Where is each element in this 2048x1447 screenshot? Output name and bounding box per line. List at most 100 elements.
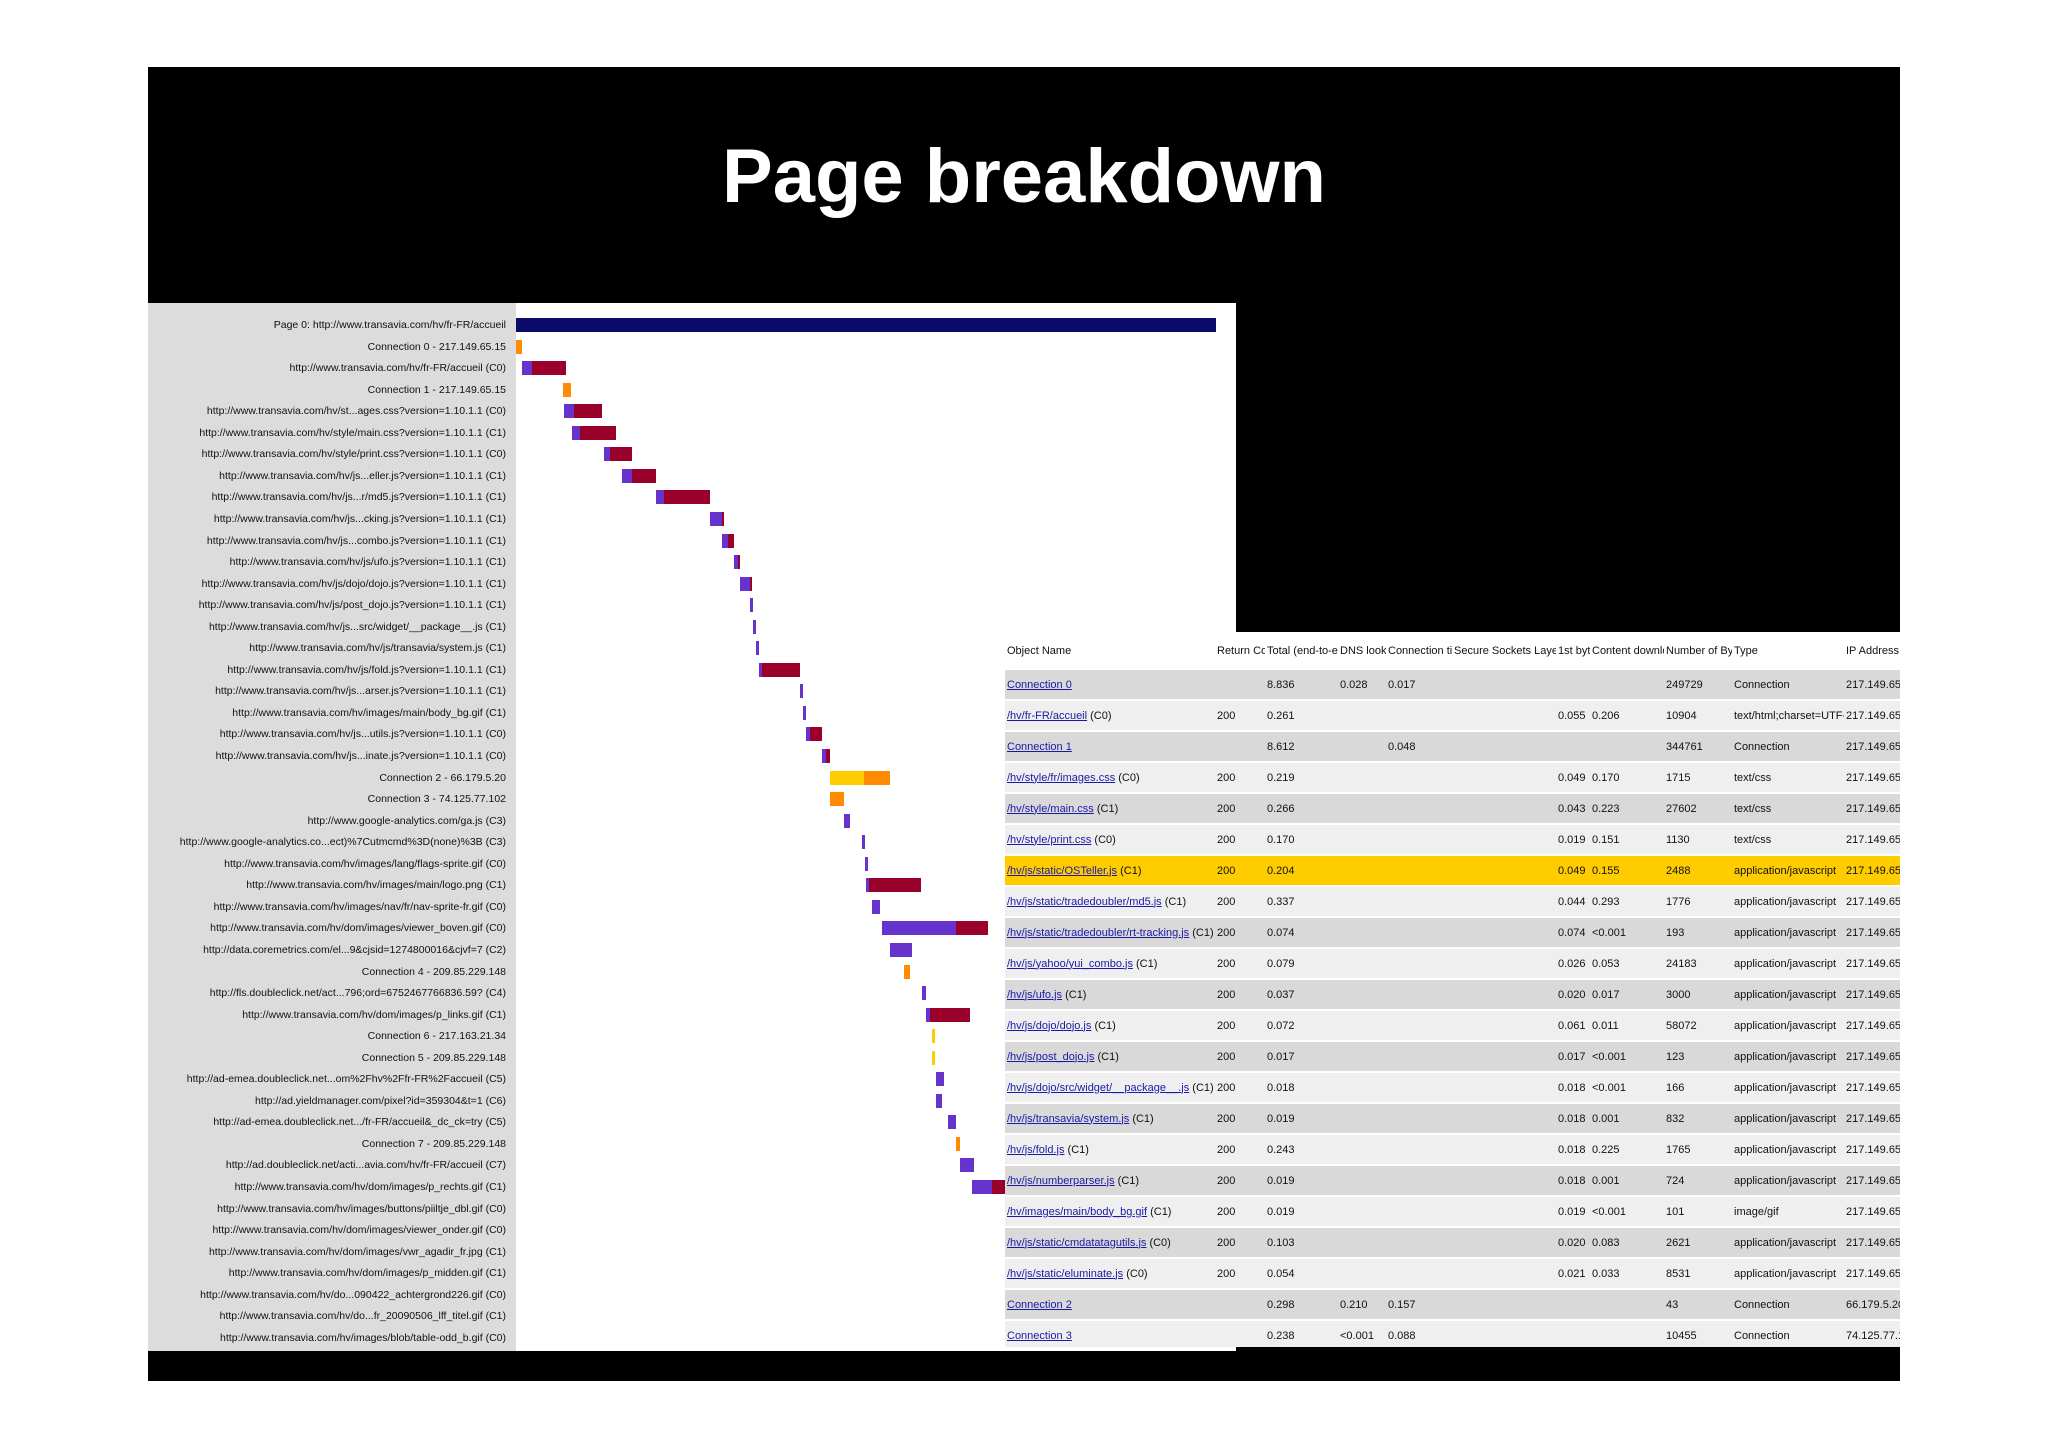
table-row[interactable]: /hv/js/yahoo/yui_combo.js (C1) 200 0.079 0.… (1005, 948, 1900, 980)
object-link[interactable]: /hv/js/numberparser.js (1007, 1174, 1115, 1187)
cell-conn (1386, 1227, 1452, 1259)
waterfall-row-label: Connection 4 - 209.85.229.148 (361, 965, 506, 978)
table-row[interactable]: /hv/style/print.css (C0) 200 0.170 0.019 0.1… (1005, 824, 1900, 856)
table-row[interactable]: /hv/js/numberparser.js (C1) 200 0.019 0.018… (1005, 1165, 1900, 1197)
table-row[interactable]: /hv/fr-FR/accueil (C0) 200 0.261 0.055 0.206… (1005, 700, 1900, 732)
cell-total: 0.266 (1265, 793, 1338, 825)
cell-code: 200 (1215, 793, 1265, 825)
waterfall-bar-segment (960, 1158, 974, 1173)
cell-bytes: 2488 (1664, 855, 1732, 887)
cell-code (1215, 731, 1265, 763)
cell-bytes: 1776 (1664, 886, 1732, 918)
cell-code: 200 (1215, 1196, 1265, 1228)
object-link[interactable]: /hv/style/main.css (1007, 802, 1094, 815)
cell-dl: 0.011 (1590, 1010, 1664, 1042)
column-header[interactable]: Number of Bytes (1666, 645, 1732, 657)
table-row[interactable]: /hv/js/static/eluminate.js (C0) 200 0.054 0… (1005, 1258, 1900, 1290)
cell-code: 200 (1215, 1227, 1265, 1259)
results-table-header: Object Name Return CodeTotal (end-to-end)… (1005, 632, 1900, 670)
waterfall-bar-segment (750, 598, 753, 613)
waterfall-row-label: http://www.google-analytics.com/ga.js (C… (307, 814, 506, 827)
table-row[interactable]: /hv/js/dojo/src/widget/__package__.js (C… (1005, 1072, 1900, 1104)
object-name-cell: /hv/style/main.css (C1) (1005, 793, 1215, 825)
table-row[interactable]: Connection 2 0.298 0.210 0.157 43 Connection 6… (1005, 1289, 1900, 1321)
table-row[interactable]: /hv/js/fold.js (C1) 200 0.243 0.018 0.225 176… (1005, 1134, 1900, 1166)
table-row[interactable]: Connection 1 8.612 0.048 344761 Connection 21… (1005, 731, 1900, 763)
table-row[interactable]: /hv/style/fr/images.css (C0) 200 0.219 0.04… (1005, 762, 1900, 794)
waterfall-row-label: http://www.transavia.com/hv/js...cking.j… (213, 512, 506, 525)
waterfall-bar-segment (932, 1029, 935, 1044)
column-header[interactable]: IP Address (1846, 645, 1899, 657)
object-link[interactable]: Connection 1 (1007, 740, 1072, 753)
waterfall-row-label: Connection 5 - 209.85.229.148 (361, 1051, 506, 1064)
object-link[interactable]: /hv/js/post_dojo.js (1007, 1050, 1095, 1063)
object-link[interactable]: /hv/js/static/OSTeller.js (1007, 864, 1118, 877)
object-link[interactable]: /hv/js/yahoo/yui_combo.js (1007, 957, 1133, 970)
table-row[interactable]: /hv/js/post_dojo.js (C1) 200 0.017 0.017 <0.… (1005, 1041, 1900, 1073)
column-header[interactable]: Connection time (1388, 645, 1452, 657)
object-link[interactable]: /hv/fr-FR/accueil (1007, 709, 1088, 722)
table-row[interactable]: /hv/js/static/tradedoubler/md5.js (C1) 20… (1005, 886, 1900, 918)
object-link[interactable]: /hv/images/main/body_bg.gif (1007, 1205, 1148, 1218)
cell-dns (1338, 948, 1386, 980)
cell-code: 200 (1215, 855, 1265, 887)
object-name-cell: /hv/js/post_dojo.js (C1) (1005, 1041, 1215, 1073)
column-header[interactable]: Total (end-to-end) (1267, 645, 1338, 657)
table-row[interactable]: /hv/js/transavia/system.js (C1) 200 0.019 0… (1005, 1103, 1900, 1135)
table-row[interactable]: /hv/style/main.css (C1) 200 0.266 0.043 0.22… (1005, 793, 1900, 825)
cell-ip: 217.149.65.15 (1844, 1041, 1900, 1073)
object-link[interactable]: /hv/js/dojo/dojo.js (1007, 1019, 1092, 1032)
object-link[interactable]: Connection 2 (1007, 1298, 1072, 1311)
cell-code: 200 (1215, 948, 1265, 980)
cell-bytes: 724 (1664, 1165, 1732, 1197)
object-name-cell: /hv/js/yahoo/yui_combo.js (C1) (1005, 948, 1215, 980)
object-link[interactable]: Connection 3 (1007, 1329, 1072, 1342)
cell-code: 200 (1215, 1165, 1265, 1197)
cell-ssl (1452, 1165, 1556, 1197)
object-link[interactable]: /hv/js/transavia/system.js (1007, 1112, 1130, 1125)
cell-bytes: 193 (1664, 917, 1732, 949)
object-link[interactable]: Connection 0 (1007, 678, 1072, 691)
cell-bytes: 8531 (1664, 1258, 1732, 1290)
waterfall-row-label: http://www.transavia.com/hv/dom/images/p… (234, 1181, 506, 1193)
object-link[interactable]: /hv/js/static/cmdatatagutils.js (1007, 1236, 1147, 1249)
object-link[interactable]: /hv/js/ufo.js (1007, 988, 1063, 1001)
object-name-cell: /hv/js/static/OSTeller.js (C1) (1005, 855, 1215, 887)
object-link[interactable]: /hv/style/print.css (1007, 833, 1092, 846)
cell-first: 0.049 (1556, 855, 1590, 887)
column-header[interactable]: Type (1734, 645, 1758, 657)
waterfall-bar-segment (936, 1072, 944, 1087)
object-link[interactable]: /hv/js/fold.js (1007, 1143, 1065, 1156)
cell-ssl (1452, 1227, 1556, 1259)
waterfall-row-label: http://www.transavia.com/hv/js...arser.j… (215, 685, 506, 698)
object-link[interactable]: /hv/js/static/tradedoubler/md5.js (1007, 895, 1162, 908)
table-row[interactable]: /hv/js/static/tradedoubler/rt-tracking.j… (1005, 917, 1900, 949)
object-link[interactable]: /hv/style/fr/images.css (1007, 771, 1116, 784)
object-link[interactable]: /hv/js/static/tradedoubler/rt-tracking.j… (1007, 926, 1190, 939)
cell-dl: 0.206 (1590, 700, 1664, 732)
table-row[interactable]: Connection 3 0.238 <0.001 0.088 10455 Connect… (1005, 1320, 1900, 1347)
object-link[interactable]: /hv/js/dojo/src/widget/__package__.js (1007, 1081, 1190, 1094)
waterfall-row-label: http://www.transavia.com/hv/js/ufo.js?ve… (229, 556, 506, 569)
cell-code: 200 (1215, 979, 1265, 1011)
table-row[interactable]: Connection 0 8.836 0.028 0.017 249729 Connect… (1005, 670, 1900, 701)
column-header[interactable]: Object Name (1007, 645, 1072, 657)
column-header[interactable]: Secure Sockets Layer Time (1454, 645, 1556, 657)
table-row[interactable]: /hv/images/main/body_bg.gif (C1) 200 0.019… (1005, 1196, 1900, 1228)
waterfall-bar-segment (800, 684, 803, 699)
waterfall-row-label: http://www.transavia.com/hv/js/dojo/dojo… (201, 577, 506, 590)
cell-ssl (1452, 731, 1556, 763)
cell-conn (1386, 1103, 1452, 1135)
column-header[interactable]: Content download (1592, 645, 1664, 657)
table-row[interactable]: /hv/js/ufo.js (C1) 200 0.037 0.020 0.017 3000… (1005, 979, 1900, 1011)
table-row[interactable]: /hv/js/dojo/dojo.js (C1) 200 0.072 0.061 0.0… (1005, 1010, 1900, 1042)
column-header[interactable]: Return Code (1217, 645, 1265, 657)
cell-bytes: 123 (1664, 1041, 1732, 1073)
waterfall-bar-segment (580, 425, 616, 440)
cell-ip: 217.149.65.15 (1844, 1258, 1900, 1290)
column-header[interactable]: DNS lookup (1340, 645, 1386, 657)
column-header[interactable]: 1st byte (1558, 645, 1590, 657)
table-row[interactable]: /hv/js/static/OSTeller.js (C1) 200 0.204 0.… (1005, 855, 1900, 887)
table-row[interactable]: /hv/js/static/cmdatatagutils.js (C0) 200 0… (1005, 1227, 1900, 1259)
object-link[interactable]: /hv/js/static/eluminate.js (1007, 1267, 1124, 1280)
